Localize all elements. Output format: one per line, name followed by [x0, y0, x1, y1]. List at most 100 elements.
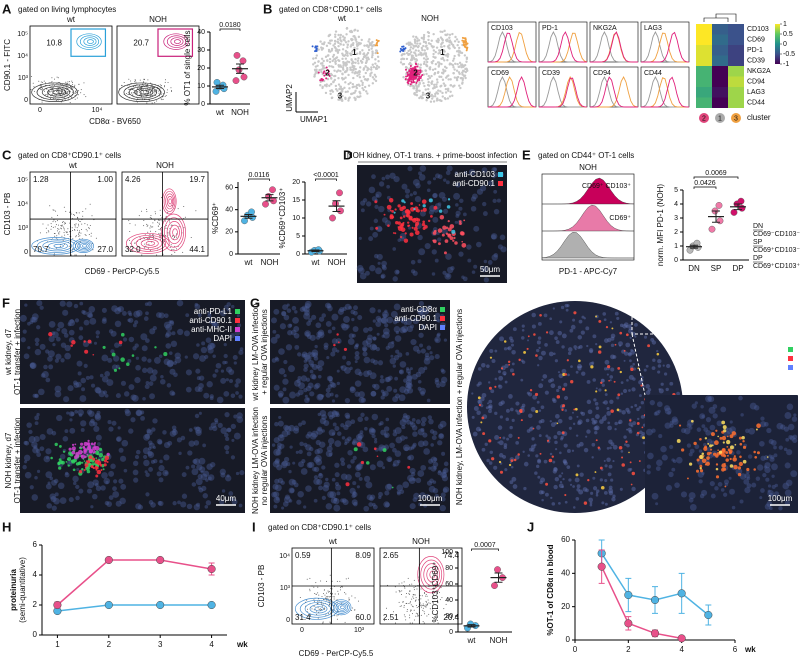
event-dot: [150, 225, 151, 226]
significance-bracket: [249, 179, 270, 181]
nucleus: [615, 312, 619, 316]
x-tick-label: wt: [215, 108, 225, 117]
y-tick-label: 10⁵: [17, 177, 28, 184]
event-dot: [326, 593, 327, 594]
event-dot: [69, 84, 70, 85]
y-tick-label: 6: [33, 540, 38, 549]
stain-spot: [461, 241, 463, 243]
nucleus: [65, 345, 71, 351]
quadrant-value: 31.4: [295, 613, 311, 622]
event-dot: [174, 246, 175, 247]
stain-spot: [80, 443, 83, 446]
nucleus: [182, 494, 187, 499]
nucleus: [275, 334, 280, 339]
event-dot: [69, 231, 70, 232]
data-point: [236, 67, 242, 73]
nucleus: [435, 378, 439, 382]
data-point: [233, 77, 239, 83]
event-dot: [55, 226, 56, 227]
flow-plot-frame: [30, 172, 116, 256]
nucleus: [609, 447, 612, 450]
nucleus: [630, 349, 633, 352]
nucleus: [377, 333, 380, 336]
nucleus: [32, 447, 38, 453]
significance-bracket: [694, 177, 738, 179]
nucleus: [283, 374, 286, 377]
event-dot: [416, 597, 417, 598]
stain-spot: [422, 220, 425, 223]
nucleus: [491, 233, 497, 239]
stain-spot: [83, 449, 86, 452]
umap-cell: [457, 41, 459, 43]
histogram-label: NKG2A: [593, 25, 617, 32]
nucleus: [599, 419, 604, 424]
umap-cell: [418, 39, 420, 41]
nucleus: [236, 472, 239, 475]
nucleus: [385, 175, 390, 180]
stain-spot: [691, 420, 694, 423]
nucleus: [740, 413, 743, 416]
histogram-label: CD69: [491, 70, 509, 77]
umap-cell: [443, 82, 445, 84]
nucleus: [610, 321, 612, 323]
nucleus: [432, 272, 435, 275]
nucleus: [681, 491, 687, 497]
umap-cell: [400, 48, 402, 50]
event-dot: [414, 594, 415, 595]
nucleus: [73, 382, 79, 388]
nucleus: [285, 494, 290, 499]
nucleus: [609, 400, 613, 404]
event-dot: [69, 95, 70, 96]
data-point: [717, 218, 723, 224]
nucleus: [111, 331, 117, 337]
stain-spot: [600, 382, 602, 384]
event-dot: [65, 95, 66, 96]
umap-cell: [461, 73, 463, 75]
event-dot: [80, 233, 81, 234]
stain-spot: [411, 219, 413, 221]
nucleus: [220, 427, 227, 434]
event-dot: [318, 595, 319, 596]
nucleus: [479, 429, 482, 432]
event-dot: [58, 225, 59, 226]
heatmap-cell: [728, 56, 744, 67]
nucleus: [499, 453, 504, 458]
nucleus: [170, 430, 176, 436]
stain-spot: [132, 354, 135, 357]
nucleus: [435, 339, 438, 342]
stain-spot: [721, 463, 726, 468]
nucleus: [96, 435, 102, 441]
event-dot: [60, 228, 61, 229]
nucleus: [334, 463, 339, 468]
event-dot: [314, 593, 315, 594]
umap-cell: [447, 97, 449, 99]
stain-spot: [448, 220, 450, 222]
umap-cell: [329, 42, 331, 44]
nucleus: [506, 409, 510, 413]
nucleus: [591, 456, 593, 458]
nucleus: [750, 403, 757, 410]
event-dot: [164, 86, 165, 87]
nucleus: [676, 392, 680, 396]
nucleus: [61, 328, 67, 334]
event-dot: [346, 578, 347, 579]
nucleus: [278, 391, 284, 397]
nucleus: [541, 351, 546, 356]
nucleus: [657, 359, 661, 363]
stain-spot: [677, 439, 681, 443]
nucleus: [233, 355, 238, 360]
event-dot: [167, 212, 168, 213]
stain-spot: [570, 380, 573, 383]
umap-cell: [353, 35, 355, 37]
nucleus: [215, 369, 219, 373]
event-dot: [161, 99, 162, 100]
nucleus: [273, 309, 279, 315]
series-line: [57, 560, 211, 605]
nucleus: [102, 317, 107, 322]
umap-cell: [339, 36, 341, 38]
event-dot: [151, 89, 152, 90]
event-dot: [51, 81, 52, 82]
event-dot: [52, 94, 53, 95]
legend-label: anti-CD103: [455, 170, 496, 179]
nucleus: [407, 166, 412, 171]
